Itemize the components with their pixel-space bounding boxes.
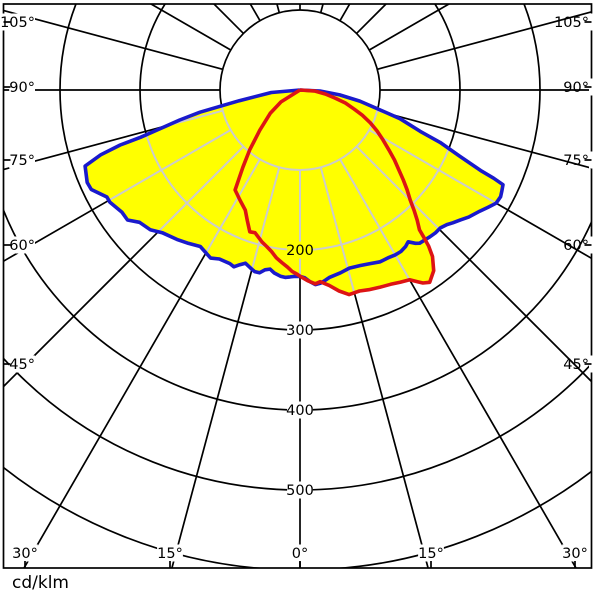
angle-label-right: 45° [563,357,589,373]
angle-label-right: 105° [554,15,589,31]
radial-value-label: 200 [286,243,314,259]
intensity-fill [85,90,503,295]
angle-label-bottom: 30° [12,546,38,562]
angle-label-bottom: 15° [418,546,444,562]
angle-label-bottom: 0° [292,546,308,562]
angle-label-left: 75° [9,153,35,169]
radial-value-label: 300 [286,323,314,339]
angle-label-right: 90° [563,80,589,96]
angle-label-bottom: 15° [157,546,183,562]
angle-label-right: 60° [563,238,589,254]
angle-label-left: 45° [9,357,35,373]
unit-caption: cd/klm [12,573,69,593]
radial-value-label: 500 [286,483,314,499]
angle-label-left: 60° [9,238,35,254]
angle-label-left: 105° [0,15,35,31]
angle-label-right: 75° [563,153,589,169]
radial-value-label: 400 [286,403,314,419]
curve-c90-c270 [233,88,436,297]
angle-label-bottom: 30° [562,546,588,562]
plot-frame [2,3,593,569]
angle-label-left: 90° [9,80,35,96]
